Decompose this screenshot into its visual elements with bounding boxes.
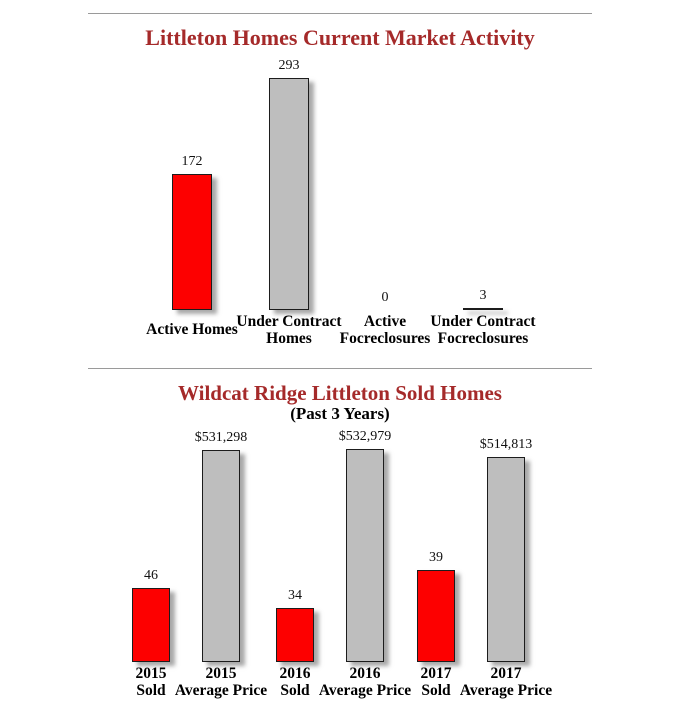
- bar-value-label-active-homes: 172: [181, 154, 203, 169]
- bar-value-label-2017-sold: 39: [429, 550, 443, 565]
- bar-2016-average-price: [346, 449, 384, 662]
- bar-2015-sold: [132, 588, 170, 662]
- bar-value-label-2016-sold: 34: [288, 588, 302, 603]
- bar-under-contract-homes: [269, 78, 309, 310]
- bar-2017-sold: [417, 570, 455, 662]
- section-divider-line: [88, 368, 592, 369]
- market-activity-chart-title: Littleton Homes Current Market Activity: [145, 25, 535, 50]
- bar-value-label-active-focreclosures: 0: [381, 290, 389, 305]
- bar-category-label-2017-average-price: 2017 Average Price: [459, 664, 553, 699]
- sold-homes-chart-subtitle: (Past 3 Years): [290, 404, 390, 423]
- bar-2016-sold: [276, 608, 314, 662]
- bar-under-contract-focreclosures: [463, 308, 503, 310]
- bar-category-label-active-homes: Active Homes: [146, 321, 238, 339]
- bar-value-label-2015-average-price: $531,298: [194, 430, 248, 445]
- bar-category-label-under-contract-homes: Under Contract Homes: [236, 312, 342, 347]
- bar-category-label-active-focreclosures: Active Focreclosures: [339, 312, 431, 347]
- bar-value-label-under-contract-focreclosures: 3: [479, 288, 487, 303]
- bar-2017-average-price: [487, 457, 525, 662]
- bar-value-label-2015-sold: 46: [144, 568, 158, 583]
- bar-value-label-2017-average-price: $514,813: [479, 437, 533, 452]
- bar-category-label-2015-sold: 2015 Sold: [135, 664, 167, 699]
- bar-2015-average-price: [202, 450, 240, 662]
- top-divider-line: [88, 13, 592, 14]
- bar-active-homes: [172, 174, 212, 310]
- bar-category-label-under-contract-focreclosures: Under Contract Focreclosures: [430, 312, 536, 347]
- bar-category-label-2017-sold: 2017 Sold: [420, 664, 452, 699]
- sold-homes-chart-title: Wildcat Ridge Littleton Sold Homes: [178, 381, 502, 405]
- bar-category-label-2016-sold: 2016 Sold: [279, 664, 311, 699]
- bar-category-label-2016-average-price: 2016 Average Price: [318, 664, 412, 699]
- bar-value-label-2016-average-price: $532,979: [338, 429, 392, 444]
- bar-category-label-2015-average-price: 2015 Average Price: [174, 664, 268, 699]
- bar-value-label-under-contract-homes: 293: [278, 58, 300, 73]
